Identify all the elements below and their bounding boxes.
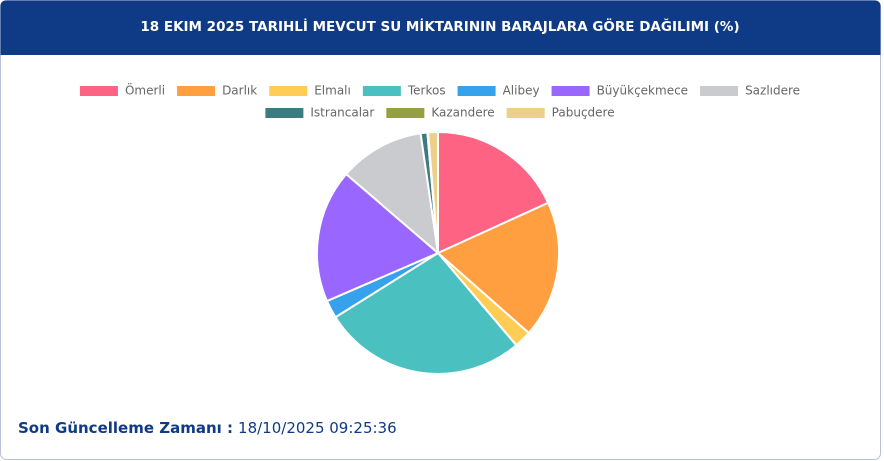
pie-slice[interactable] [344,132,440,256]
legend-label: Sazlıdere [745,84,800,98]
pie-slice[interactable] [436,201,560,335]
legend-item[interactable]: Sazlıdere [700,84,800,98]
legend-label: Pabuçdere [552,106,615,120]
legend-swatch [457,86,496,96]
legend-swatch [386,108,425,118]
legend-swatch [269,86,308,96]
legend-item[interactable]: Büyükçekmece [551,84,688,98]
pie [316,130,560,375]
pie-slice[interactable] [334,251,518,375]
footer-label: Son Güncelleme Zamanı : [18,419,233,437]
chart-title: 18 EKIM 2025 TARIHLİ MEVCUT SU MİKTARINI… [140,17,739,35]
pie-slice[interactable] [427,130,439,254]
legend: Ömerli Darlık Elmalı Terkos Alibey Büyükçekme… [79,82,800,120]
legend-swatch [177,86,216,96]
legend-item[interactable]: Istrancalar [265,106,374,120]
legend-swatch [79,86,118,96]
legend-item[interactable]: Alibey [457,84,540,98]
legend-label: Istrancalar [310,106,374,120]
header [0,0,881,55]
footer: Son Güncelleme Zamanı : 18/10/2025 09:25:… [18,419,397,437]
legend-swatch [362,86,401,96]
legend-swatch [700,86,739,96]
legend-label: Alibey [503,84,540,98]
legend-label: Darlık [222,84,257,98]
legend-label: Terkos [407,84,446,98]
legend-item[interactable]: Darlık [177,84,257,98]
pie-slice[interactable] [316,172,440,303]
legend-item[interactable]: Terkos [362,84,446,98]
legend-item[interactable]: Kazandere [386,106,495,120]
pie-slice[interactable] [437,130,550,255]
legend-swatch [551,86,590,96]
footer-value: 18/10/2025 09:25:36 [238,419,397,437]
legend-label: Kazandere [431,106,494,120]
legend-item[interactable]: Ömerli [79,82,165,98]
legend-swatch [265,108,304,118]
legend-item[interactable]: Pabuçdere [506,106,615,120]
legend-label: Elmalı [314,84,351,98]
legend-label: Ömerli [125,82,165,98]
legend-label: Büyükçekmece [597,84,688,98]
legend-item[interactable]: Elmalı [269,84,351,98]
legend-swatch [506,108,545,118]
